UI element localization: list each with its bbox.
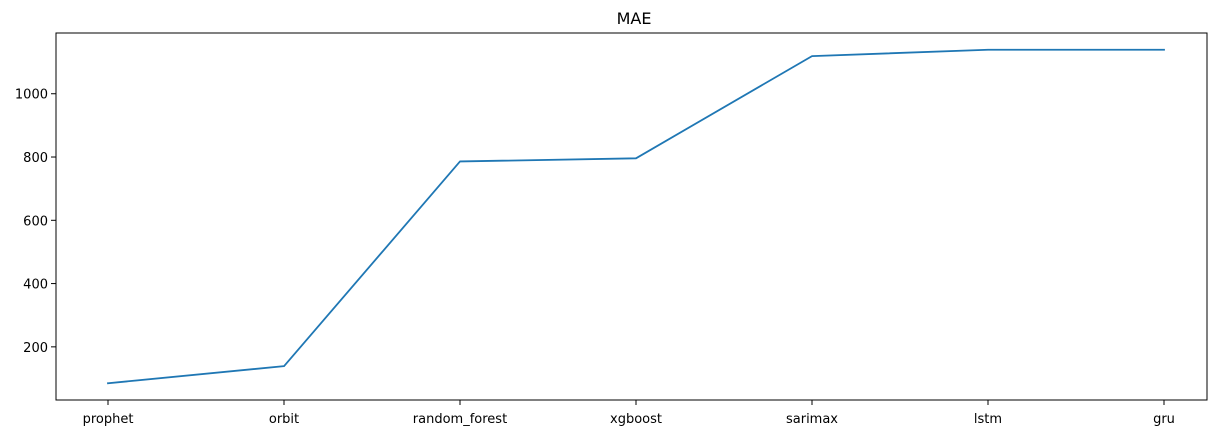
- y-tick-label: 800: [23, 151, 48, 166]
- x-tick-label: random_forest: [413, 412, 507, 427]
- series-line: [107, 48, 1165, 385]
- y-tick-label: 600: [23, 214, 48, 229]
- chart-title: MAE: [617, 9, 652, 28]
- plot-frame: [55, 32, 1208, 401]
- x-tick-label: gru: [1153, 412, 1175, 427]
- x-tick-label: xgboost: [610, 412, 662, 427]
- series-layer: [107, 48, 1165, 385]
- x-tick-label: prophet: [83, 412, 134, 427]
- x-tick-label: sarimax: [786, 412, 838, 427]
- x-tick-label: orbit: [269, 412, 299, 427]
- y-tick-label: 400: [23, 278, 48, 293]
- x-axis: prophet orbit random_forest xgboost sarimax l…: [83, 400, 1175, 427]
- y-tick-label: 200: [23, 341, 48, 356]
- y-axis: 200 400 600 800 1000: [15, 88, 56, 356]
- y-tick-label: 1000: [15, 88, 48, 103]
- x-tick-label: lstm: [974, 412, 1002, 427]
